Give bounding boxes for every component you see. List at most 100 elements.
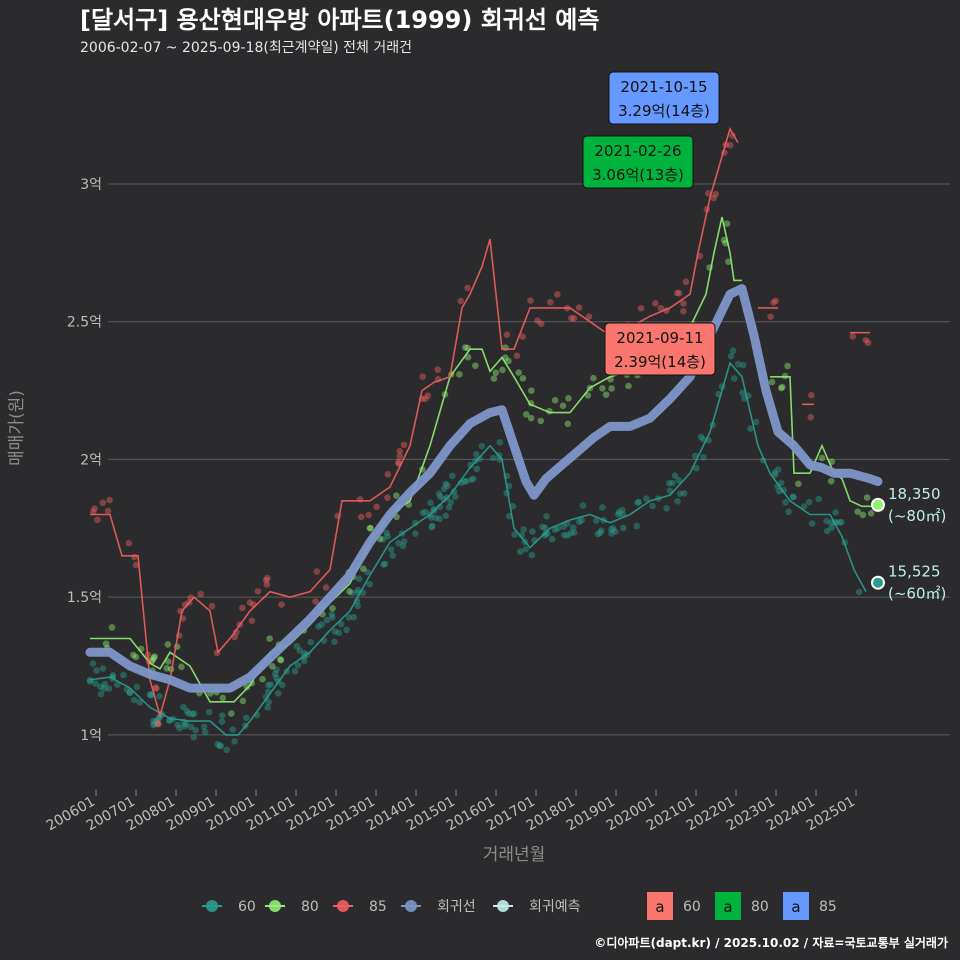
data-point — [356, 496, 364, 503]
data-point — [807, 391, 815, 399]
data-point — [450, 488, 458, 495]
data-point — [430, 505, 438, 513]
data-point — [277, 656, 285, 664]
y-tick-label: 1.5억 — [67, 590, 102, 606]
data-point — [412, 519, 419, 527]
data-point — [422, 508, 429, 516]
data-point — [669, 479, 676, 487]
data-point — [649, 502, 656, 510]
data-point — [218, 718, 226, 725]
legend-box-label: 80 — [751, 899, 769, 915]
forecast-point-60 — [871, 575, 885, 590]
data-point — [214, 740, 222, 748]
data-point — [554, 524, 562, 532]
data-point — [180, 703, 187, 711]
data-point — [771, 471, 779, 479]
data-point — [99, 665, 107, 672]
legend-box-60 — [647, 892, 673, 920]
data-point — [509, 502, 517, 510]
data-point — [178, 663, 185, 671]
data-point — [263, 581, 271, 588]
data-point — [432, 514, 440, 522]
data-point — [522, 545, 529, 553]
annotation-box — [582, 135, 694, 189]
data-point — [91, 505, 98, 512]
data-point — [496, 438, 504, 446]
data-point — [93, 667, 100, 674]
data-point — [183, 707, 191, 715]
forecast-markers: 18,350 (~80㎡) 15,525 (~60㎡) — [871, 485, 946, 603]
data-point — [710, 194, 717, 202]
data-point — [154, 720, 161, 727]
legend: 60 80 85 회귀선 회귀예측 a 60 a 80 a 85 — [202, 892, 837, 920]
data-point — [264, 704, 272, 711]
data-point — [570, 315, 578, 322]
legend-box-letter: a — [791, 898, 800, 916]
data-point — [578, 516, 585, 524]
data-point — [527, 414, 535, 422]
data-point — [323, 616, 331, 624]
data-point — [790, 493, 797, 501]
data-point — [517, 548, 524, 555]
data-point — [768, 378, 776, 386]
data-point — [867, 510, 875, 517]
annotation-date: 2021-02-26 — [594, 142, 681, 160]
data-point — [671, 472, 679, 480]
data-point — [547, 298, 554, 306]
data-point — [312, 598, 319, 605]
data-point — [331, 628, 339, 635]
data-point — [427, 514, 435, 521]
data-point — [585, 313, 593, 320]
data-point — [113, 681, 121, 689]
data-point — [863, 494, 871, 501]
data-point — [599, 504, 606, 511]
data-point — [615, 511, 622, 518]
data-point — [262, 693, 270, 701]
data-point — [315, 623, 322, 630]
data-point — [120, 671, 127, 679]
data-point — [384, 470, 392, 478]
data-point — [747, 425, 754, 432]
data-point — [447, 499, 455, 506]
data-point — [461, 478, 469, 485]
forecast-value-80: 18,350 — [888, 485, 941, 503]
data-point — [218, 712, 226, 719]
data-point — [190, 733, 198, 741]
data-point — [192, 726, 199, 734]
data-point — [815, 495, 823, 503]
data-point — [674, 497, 681, 505]
data-point — [596, 529, 604, 537]
data-point — [559, 402, 567, 410]
data-point — [97, 690, 105, 698]
data-point — [359, 565, 367, 573]
data-point — [499, 366, 506, 374]
data-point — [503, 331, 511, 339]
data-point — [827, 477, 835, 485]
data-point — [278, 601, 285, 608]
data-point — [575, 518, 583, 526]
data-point — [131, 553, 138, 561]
data-point — [331, 638, 338, 646]
data-point — [478, 442, 486, 450]
data-point — [105, 685, 113, 692]
data-point — [147, 692, 155, 699]
data-point — [657, 304, 665, 312]
data-point — [854, 508, 862, 515]
data-point — [575, 304, 583, 312]
legend-box-label: 85 — [819, 899, 837, 915]
annotation-date: 2021-10-15 — [620, 78, 707, 96]
data-point — [680, 300, 687, 307]
data-point — [771, 469, 779, 476]
data-point — [818, 454, 826, 462]
forecast-area-80: (~80㎡) — [888, 507, 946, 525]
data-point — [394, 459, 402, 466]
data-point — [673, 289, 681, 297]
data-point — [522, 411, 530, 418]
data-point — [518, 532, 526, 539]
data-point — [396, 453, 403, 460]
data-point — [345, 614, 353, 621]
data-point — [682, 278, 690, 286]
data-point — [823, 527, 831, 535]
data-point — [511, 531, 518, 538]
data-point — [602, 391, 610, 398]
